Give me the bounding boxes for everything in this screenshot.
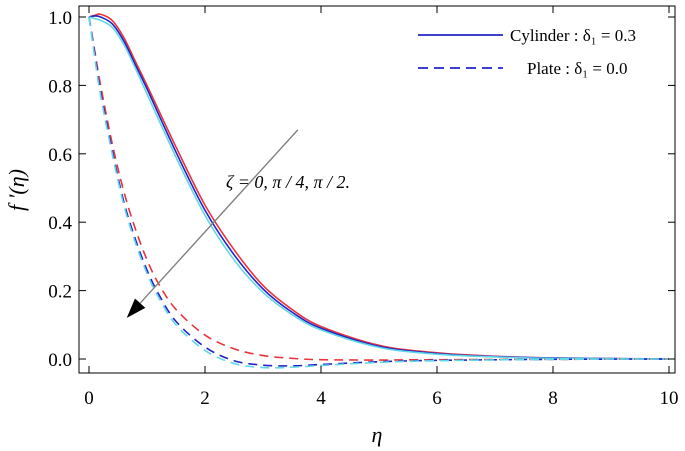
plot-frame <box>78 5 676 374</box>
y-tick-label: 0.0 <box>48 350 72 371</box>
x-axis-label: η <box>372 422 383 447</box>
tick-group: 0 2 4 6 8 10 0.0 0.2 0.4 0.6 0.8 1.0 <box>48 6 679 409</box>
annotation-text: ζ = 0, π / 4, π / 2. <box>226 172 350 192</box>
x-tick-label: 0 <box>84 388 94 409</box>
series-line-cylinder-2 <box>88 16 670 360</box>
series-line-plate-5 <box>88 16 670 369</box>
y-tick-label: 0.2 <box>48 282 72 303</box>
annotation-arrow-head <box>126 298 146 318</box>
x-tick-label: 4 <box>316 388 326 409</box>
x-tick-label: 2 <box>200 388 210 409</box>
x-tick-label: 10 <box>660 388 679 409</box>
legend-label-plate: Plate : δ₁ = 0.0 <box>527 59 628 78</box>
series-group <box>88 13 670 369</box>
y-tick-label: 0.4 <box>48 213 72 234</box>
y-axis-label: f '(η) <box>4 169 29 211</box>
legend: Cylinder : δ₁ = 0.3 Plate : δ₁ = 0.0 <box>418 26 636 78</box>
x-tick-label: 8 <box>548 388 558 409</box>
annotation-arrow-line <box>139 129 299 304</box>
annotation: ζ = 0, π / 4, π / 2. <box>126 129 350 318</box>
y-tick-label: 1.0 <box>48 8 72 29</box>
legend-label-cylinder: Cylinder : δ₁ = 0.3 <box>510 26 636 45</box>
x-tick-label: 6 <box>432 388 442 409</box>
series-line-plate-3 <box>88 16 670 361</box>
y-tick-label: 0.6 <box>48 145 72 166</box>
y-tick-label: 0.8 <box>48 76 72 97</box>
